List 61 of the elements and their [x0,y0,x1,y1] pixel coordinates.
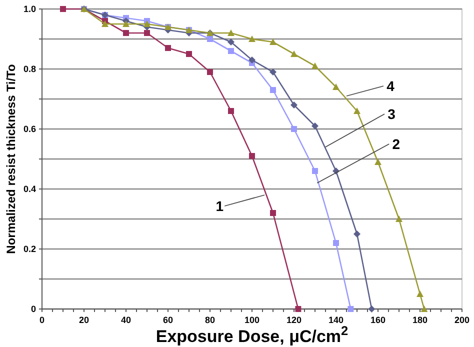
x-axis-title: Exposure Dose, μC/cm$^{2}$ [156,322,348,346]
point [291,126,297,132]
point [144,30,150,36]
point [122,20,130,27]
point [248,36,256,42]
point [354,230,360,238]
point [348,306,354,312]
point [368,306,376,312]
point [295,306,302,312]
y-tick-label: 0.6 [23,124,36,134]
y-tick-label: 0.4 [23,184,36,194]
y-tick-label: 0.2 [23,244,36,254]
point [207,36,213,42]
y-tick-label: 0 [30,304,36,314]
x-tick-label: 0 [39,315,45,325]
point [312,168,318,174]
point [290,102,298,108]
point [332,84,340,90]
x-tick-label: 160 [370,315,386,325]
point [312,62,318,69]
point [228,48,234,54]
point [270,210,276,216]
x-tick-label: 40 [120,315,132,325]
x-tick-label: 200 [454,315,470,325]
point [186,51,192,57]
point [290,50,298,57]
x-tick-label: 140 [328,315,344,325]
point [416,290,424,297]
point [270,68,276,76]
point [312,122,318,130]
point [165,45,171,51]
point [396,216,402,222]
point [270,38,276,45]
y-tick-label: 0.8 [23,64,36,74]
annotation: 2 [392,136,400,152]
y-tick-label: 1.0 [23,4,36,14]
x-tick-label: 180 [412,315,428,325]
annotation: 4 [386,78,395,94]
point [228,108,234,114]
x-tick-label: 60 [162,315,174,325]
x-tick-label: 120 [286,315,302,325]
y-axis-title: Normalized resist thickness Ti/To [4,64,18,254]
point [102,20,108,27]
point [123,30,129,36]
point [420,306,428,312]
annotation: 3 [388,106,396,122]
point [207,69,213,75]
x-tick-label: 100 [244,315,260,325]
point [249,153,255,159]
point [228,38,234,46]
point [60,6,66,12]
annotation: 1 [216,198,224,214]
point [270,87,276,93]
point [354,108,360,114]
point [144,20,150,27]
x-tick-label: 20 [78,315,90,325]
point [333,240,339,246]
point [374,158,382,165]
point [228,30,234,36]
x-tick-label: 80 [204,315,216,325]
point [248,56,256,64]
